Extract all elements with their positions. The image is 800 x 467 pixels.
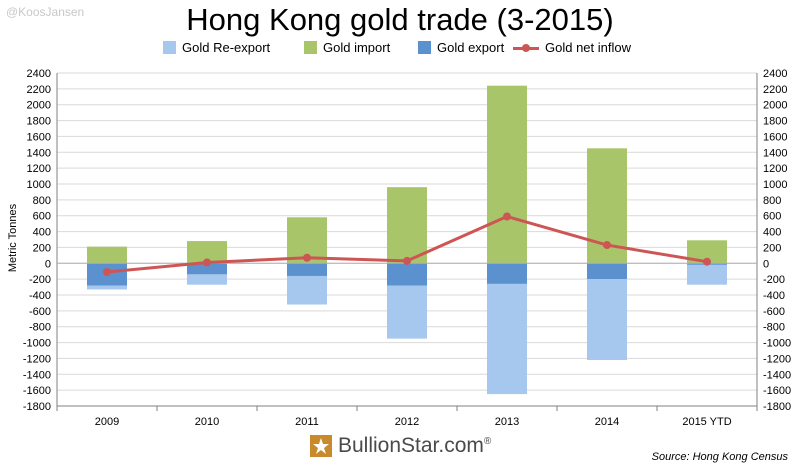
y-tick-label-right: 600 [763,211,781,223]
y-tick-label-right: -1600 [763,385,791,397]
point-gold-net-inflow [703,257,711,266]
y-tick-label-left: 200 [33,242,51,254]
x-tick-label: 2011 [295,416,319,428]
bar-gold-import [87,246,127,264]
y-tick-label-right: 2000 [763,100,787,112]
y-tick-label-right: -1200 [763,353,791,365]
x-tick-label: 2010 [195,416,219,428]
y-tick-label-left: 800 [33,195,51,207]
point-gold-net-inflow [203,258,211,267]
bar-gold-import [187,241,227,264]
bar-gold-reexport [587,279,627,361]
y-tick-label-left: 0 [45,258,51,270]
y-tick-label-right: -1800 [763,401,791,413]
y-tick-label-left: 1200 [27,163,51,175]
y-tick-label-left: 400 [33,227,51,239]
legend-label-reexport: Gold Re-export [182,40,271,55]
y-tick-label-right: 400 [763,227,781,239]
source-note: Source: Hong Kong Census [651,451,788,463]
bar-gold-import [387,187,427,264]
bar-gold-reexport [387,285,427,339]
logo-text: BullionStar.com® [338,434,491,458]
y-tick-label-right: -800 [763,322,785,334]
bar-gold-reexport [287,275,327,305]
y-tick-label-right: -600 [763,306,785,318]
bar-gold-export [287,263,327,276]
y-tick-label-left: -1400 [23,369,51,381]
y-tick-label-right: 2400 [763,68,787,80]
y-tick-label-right: 1600 [763,131,787,143]
bar-gold-export [487,263,527,284]
y-tick-label-right: -200 [763,274,785,286]
bar-gold-import [687,240,727,264]
x-tick-label: 2014 [595,416,619,428]
y-tick-label-left: 1400 [27,147,51,159]
point-gold-net-inflow [603,241,611,250]
bar-gold-export [387,263,427,286]
point-gold-net-inflow [103,268,111,277]
y-tick-label-left: 1000 [27,179,51,191]
y-tick-label-left: 2000 [27,100,51,112]
legend-swatch-net-inflow [513,43,539,53]
bar-gold-export [187,263,227,275]
y-tick-label-right: 800 [763,195,781,207]
y-tick-label-left: 2400 [27,68,51,80]
y-tick-label-left: -1200 [23,353,51,365]
y-tick-label-right: 1200 [763,163,787,175]
x-tick-label: 2009 [95,416,119,428]
x-tick-label: 2013 [495,416,519,428]
x-tick-label: 2012 [395,416,419,428]
y-tick-label-left: 2200 [27,84,51,96]
legend: Gold Re-export Gold import Gold export G… [0,40,800,58]
bar-gold-reexport [687,264,727,285]
legend-swatch-import [304,41,317,54]
legend-item-import: Gold import [304,40,390,55]
y-tick-label-left: 1800 [27,116,51,128]
bar-gold-export [587,263,627,280]
y-tick-label-left: -1800 [23,401,51,413]
y-tick-label-right: 1400 [763,147,787,159]
y-tick-label-left: -1000 [23,338,51,350]
legend-item-net-inflow: Gold net inflow [513,40,631,55]
point-gold-net-inflow [503,212,511,221]
legend-item-export: Gold export [418,40,504,55]
bar-gold-reexport [187,274,227,285]
y-tick-label-left: -1600 [23,385,51,397]
y-tick-label-left: -400 [29,290,51,302]
legend-label-export: Gold export [437,40,505,55]
logo-name: BullionStar [338,434,439,457]
bar-gold-import [487,85,527,264]
legend-swatch-reexport [163,41,176,54]
logo-suffix: .com [438,434,484,457]
legend-item-reexport: Gold Re-export [163,40,270,55]
legend-label-net-inflow: Gold net inflow [545,40,631,55]
y-tick-label-right: 1800 [763,116,787,128]
chart-title: Hong Kong gold trade (3-2015) [186,2,614,37]
y-tick-label-left: -800 [29,322,51,334]
legend-label-import: Gold import [323,40,391,55]
y-tick-label-right: -1400 [763,369,791,381]
star-logo-icon [310,435,332,457]
y-tick-label-right: 1000 [763,179,787,191]
x-tick-label: 2015 YTD [682,416,731,428]
bar-gold-reexport [487,283,527,395]
y-tick-label-left: 600 [33,211,51,223]
y-tick-label-right: 200 [763,242,781,254]
y-tick-label-right: 0 [763,258,769,270]
y-tick-label-left: -200 [29,274,51,286]
y-tick-label-right: 2200 [763,84,787,96]
point-gold-net-inflow [403,256,411,265]
legend-swatch-export [418,41,431,54]
bullionstar-logo: BullionStar.com® [310,434,491,458]
y-tick-label-left: 1600 [27,131,51,143]
logo-registered: ® [483,436,492,447]
bar-gold-reexport [87,285,127,290]
y-tick-label-right: -400 [763,290,785,302]
watermark: @KoosJansen [6,5,85,19]
y-tick-label-right: -1000 [763,338,791,350]
point-gold-net-inflow [303,253,311,262]
y-tick-label-left: -600 [29,306,51,318]
